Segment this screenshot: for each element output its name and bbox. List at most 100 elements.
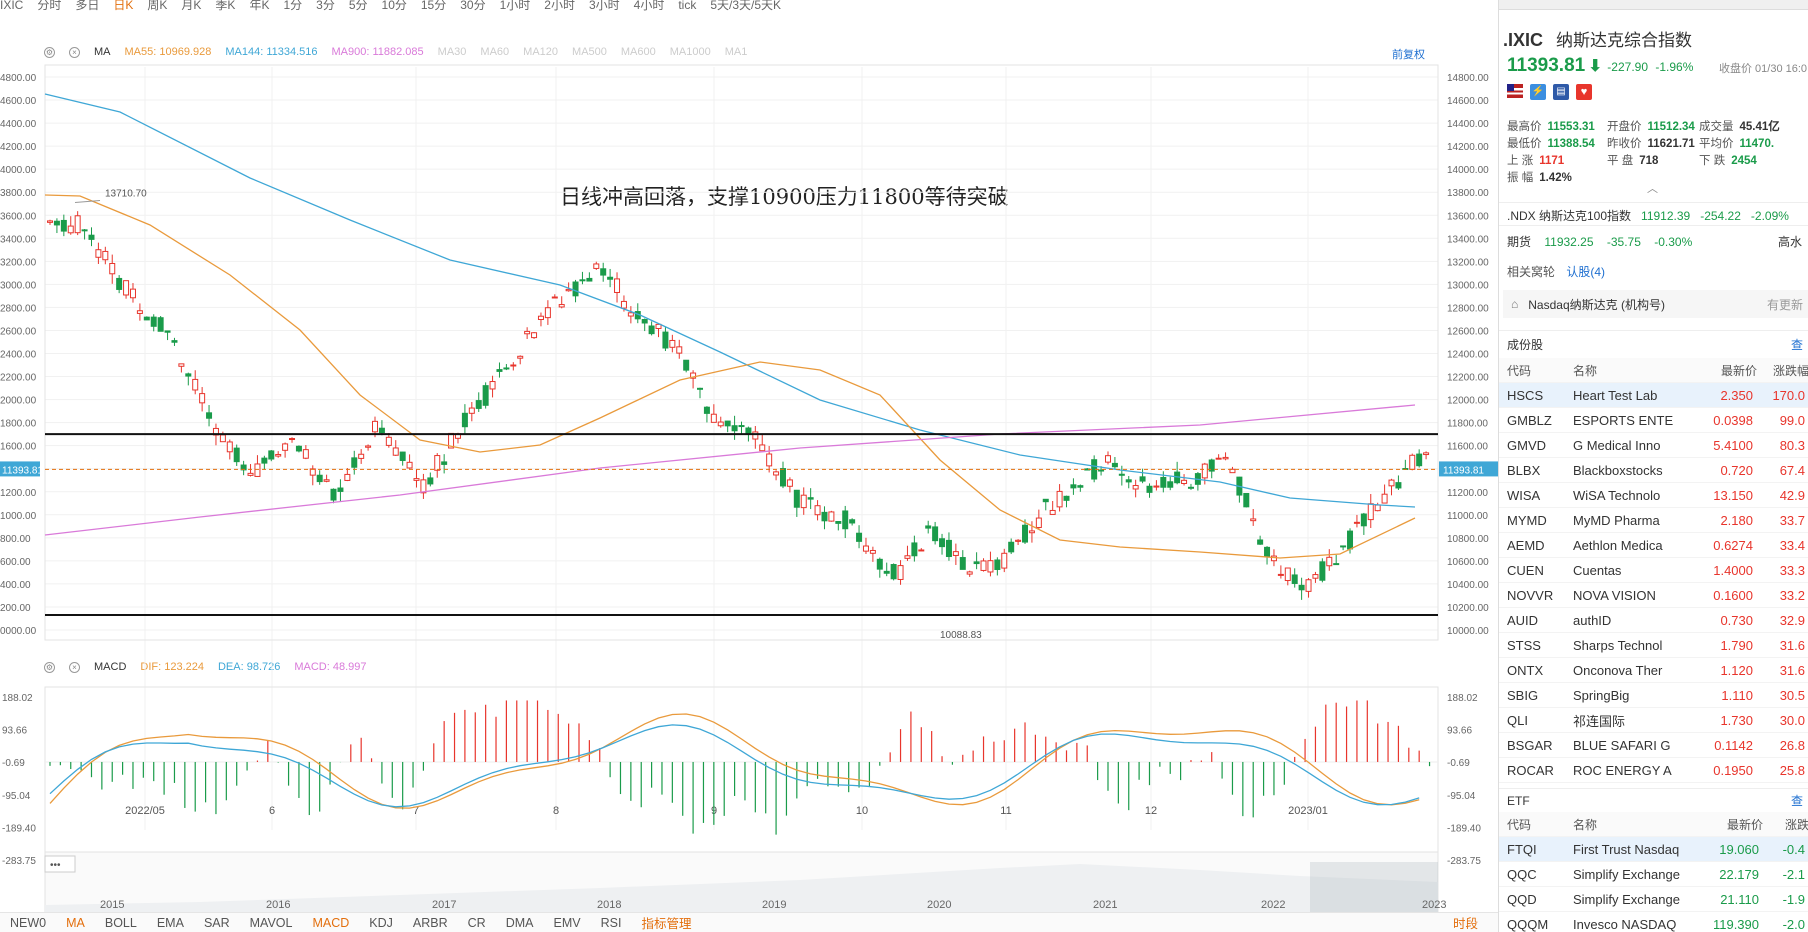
- toolbar-item[interactable]: 3分: [316, 0, 335, 12]
- table-row[interactable]: NOVVR NOVA VISION 0.1600 33.2: [1499, 583, 1808, 608]
- warrants-row[interactable]: 相关窝轮 认股(4): [1507, 263, 1605, 280]
- toolbar-item[interactable]: 日K: [113, 0, 134, 12]
- close-icon[interactable]: ×: [69, 46, 80, 58]
- column-header[interactable]: 名称: [1573, 363, 1598, 378]
- constituents-more[interactable]: 查: [1790, 338, 1803, 352]
- ma-other-7[interactable]: MA1: [724, 46, 748, 58]
- table-row[interactable]: ONTX Onconova Ther 1.120 31.6: [1499, 658, 1808, 683]
- ma-label[interactable]: MA: [94, 46, 111, 58]
- toolbar-item[interactable]: IXIC: [0, 0, 24, 12]
- institution-more[interactable]: 有更新: [1766, 297, 1803, 312]
- indicator-kdj[interactable]: KDJ: [369, 915, 393, 930]
- navigator-window[interactable]: [1310, 862, 1438, 912]
- column-header[interactable]: 名称: [1573, 817, 1598, 832]
- column-header[interactable]: 涨跌: [1784, 817, 1808, 832]
- futures-row[interactable]: 期货 11932.25 -35.75 -0.30%: [1507, 233, 1692, 250]
- related-index-row[interactable]: .NDX 纳斯达克100指数 11912.39 -254.22 -2.09%: [1499, 202, 1808, 226]
- restore-label[interactable]: 前复权: [1392, 49, 1425, 61]
- indicator-ma[interactable]: MA: [66, 915, 85, 930]
- name-cell: Aethlon Medica: [1573, 537, 1663, 553]
- table-row[interactable]: HSCS Heart Test Lab 2.350 170.0: [1499, 383, 1808, 408]
- related-value: 11912.39: [1641, 209, 1691, 223]
- chart-icon[interactable]: ⚡: [1530, 84, 1546, 100]
- table-row[interactable]: AUID authID 0.730 32.9: [1499, 608, 1808, 633]
- settings-icon[interactable]: ⚙: [44, 46, 55, 58]
- etf-more[interactable]: 查: [1790, 794, 1803, 808]
- table-row[interactable]: MYMD MyMD Pharma 2.180 33.7: [1499, 508, 1808, 533]
- ma-other-4[interactable]: MA500: [572, 46, 607, 58]
- toolbar-item[interactable]: 30分: [460, 0, 486, 12]
- table-row[interactable]: ROCAR ROC ENERGY A 0.1950 25.8: [1499, 758, 1808, 783]
- toolbar-item[interactable]: 5天/3天/5天K: [710, 0, 782, 12]
- indicator-arbr[interactable]: ARBR: [412, 915, 448, 930]
- toolbar-item[interactable]: 1小时: [499, 0, 531, 12]
- warrants-link[interactable]: 认股(4): [1566, 265, 1606, 279]
- table-row[interactable]: QQQM Invesco NASDAQ 119.390 -2.0: [1499, 912, 1808, 932]
- close-icon[interactable]: ×: [69, 661, 80, 673]
- ma-other-6[interactable]: MA1000: [669, 46, 711, 58]
- toolbar-item[interactable]: 月K: [181, 0, 202, 12]
- table-row[interactable]: WISA WiSA Technolo 13.150 42.9: [1499, 483, 1808, 508]
- indicator-manager[interactable]: 指标管理: [641, 917, 692, 931]
- toolbar-item[interactable]: 3小时: [588, 0, 620, 12]
- column-header[interactable]: 最新价: [1720, 363, 1757, 378]
- toolbar-item[interactable]: 10分: [381, 0, 407, 12]
- indicator-mavol[interactable]: MAVOL: [249, 915, 293, 930]
- table-row[interactable]: BLBX Blackboxstocks 0.720 67.4: [1499, 458, 1808, 483]
- candlestick-chart[interactable]: 14800.00 4800.00 14600.00 4600.00 14400.00 44…: [0, 0, 1498, 912]
- column-header[interactable]: 代码: [1507, 817, 1532, 832]
- indicator-dma[interactable]: DMA: [505, 915, 534, 930]
- toolbar-item[interactable]: 2小时: [544, 0, 575, 12]
- related-value: -2.09%: [1750, 209, 1789, 223]
- toolbar-item[interactable]: 5分: [348, 0, 368, 12]
- indicator-ema[interactable]: EMA: [156, 915, 184, 930]
- ma-other-2[interactable]: MA60: [480, 46, 510, 58]
- table-row[interactable]: GMVD G Medical Inno 5.4100 80.3: [1499, 433, 1808, 458]
- toolbar-item[interactable]: 多日: [75, 0, 100, 12]
- ma-other-3[interactable]: MA120: [523, 46, 559, 58]
- indicator-cr[interactable]: CR: [467, 915, 486, 930]
- toolbar-item[interactable]: 15分: [420, 0, 447, 12]
- indicator-rsi[interactable]: RSI: [600, 915, 622, 930]
- toolbar-item[interactable]: 1分: [283, 0, 303, 12]
- toolbar-item[interactable]: 年K: [249, 0, 270, 12]
- table-row[interactable]: STSS Sharps Technol 1.790 31.6: [1499, 633, 1808, 658]
- news-icon[interactable]: ▤: [1553, 84, 1569, 100]
- ticker-cell: SBIG: [1507, 687, 1539, 703]
- settings-icon[interactable]: ⚙: [44, 661, 55, 673]
- table-row[interactable]: QQD Simplify Exchange 21.110 -1.9: [1499, 887, 1808, 912]
- indicator-new0[interactable]: NEW0: [10, 915, 47, 930]
- institution-row[interactable]: ⌂ Nasdaq纳斯达克 (机构号) 有更新: [1503, 290, 1808, 318]
- time-segment-button[interactable]: 时段: [1452, 917, 1478, 931]
- toolbar-item[interactable]: 4小时: [633, 0, 665, 12]
- indicator-macd[interactable]: MACD: [312, 915, 350, 930]
- restore-toggle[interactable]: 前复权: [1392, 46, 1439, 62]
- ma-other-1[interactable]: MA30: [437, 46, 467, 58]
- toolbar-item[interactable]: 周K: [147, 0, 168, 12]
- macd-label[interactable]: MACD: [94, 661, 127, 673]
- indicator-boll[interactable]: BOLL: [104, 915, 137, 930]
- navigator-handle[interactable]: [44, 855, 76, 873]
- column-header[interactable]: 涨跌幅: [1772, 363, 1808, 378]
- table-row[interactable]: AEMD Aethlon Medica 0.6274 33.4: [1499, 533, 1808, 558]
- table-row[interactable]: FTQI First Trust Nasdaq 19.060 -0.4: [1499, 837, 1808, 862]
- panel-tabs[interactable]: [1499, 0, 1808, 10]
- toolbar-item[interactable]: tick: [678, 0, 697, 12]
- related-index[interactable]: .NDX 纳斯达克100指数 11912.39 -254.22 -2.09%: [1507, 207, 1789, 224]
- ma-other-5[interactable]: MA600: [620, 46, 656, 58]
- table-row[interactable]: CUEN Cuentas 1.4000 33.3: [1499, 558, 1808, 583]
- indicator-sar[interactable]: SAR: [203, 915, 230, 930]
- table-row[interactable]: GMBLZ ESPORTS ENTE 0.0398 99.0: [1499, 408, 1808, 433]
- favorite-icon[interactable]: ♥: [1576, 84, 1592, 100]
- column-header[interactable]: 代码: [1507, 363, 1532, 378]
- column-header[interactable]: 最新价: [1726, 817, 1763, 832]
- collapse-icon[interactable]: ︿: [1647, 183, 1658, 195]
- toolbar-item[interactable]: 季K: [215, 0, 236, 12]
- table-row[interactable]: SBIG SpringBig 1.110 30.5: [1499, 683, 1808, 708]
- chart-area[interactable]: IXIC 分时 多日 日K 周K 月K 季K 年K 1分 3分 5分 10分 15分 30分 1小时 2小时 3…: [0, 0, 1498, 932]
- indicator-emv[interactable]: EMV: [553, 915, 581, 930]
- toolbar-item[interactable]: 分时: [37, 0, 62, 12]
- table-row[interactable]: QLI 祁连国际 1.730 30.0: [1499, 708, 1808, 733]
- table-row[interactable]: BSGAR BLUE SAFARI G 0.1142 26.8: [1499, 733, 1808, 758]
- table-row[interactable]: QQC Simplify Exchange 22.179 -2.1: [1499, 862, 1808, 887]
